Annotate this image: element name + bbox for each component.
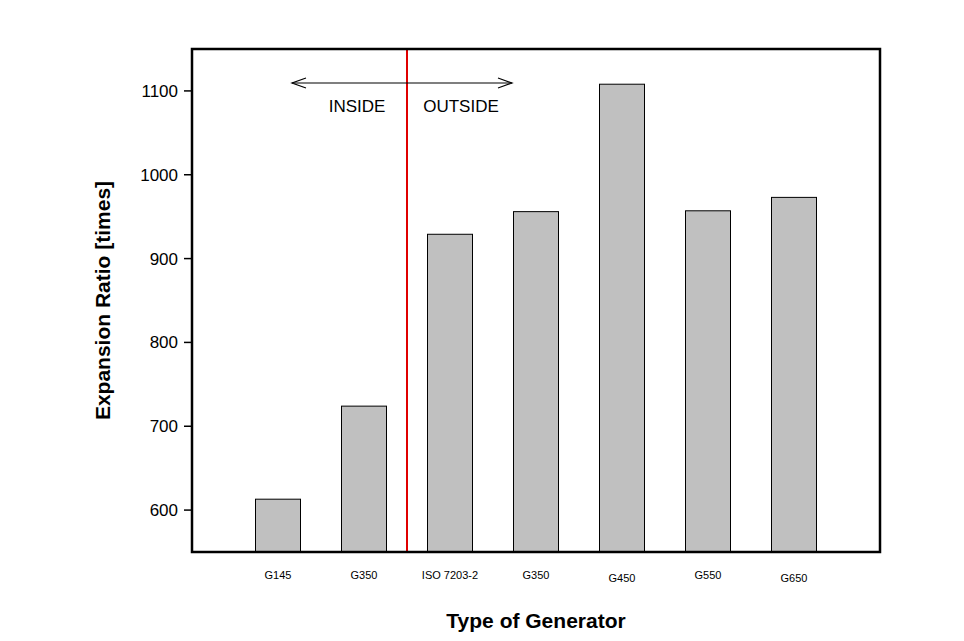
chart-container: 600 700 800 900 1000 1100 G145 G350 ISO 7203-2 G3… bbox=[0, 0, 964, 641]
bar bbox=[772, 197, 817, 552]
bars bbox=[256, 84, 817, 552]
bar bbox=[514, 212, 559, 552]
bar bbox=[256, 499, 301, 552]
x-tick-label: G350 bbox=[351, 569, 378, 581]
plot-frame bbox=[192, 49, 880, 552]
arrow-head bbox=[292, 78, 306, 88]
arrow bbox=[292, 82, 512, 83]
x-tick-label: G145 bbox=[265, 569, 292, 581]
x-axis-label: Type of Generator bbox=[446, 609, 625, 632]
annotation: OUTSIDE bbox=[423, 97, 499, 116]
divider-line bbox=[406, 49, 408, 552]
bar bbox=[686, 211, 731, 552]
x-tick-label: ISO 7203-2 bbox=[422, 569, 478, 581]
annotation: INSIDE bbox=[329, 97, 386, 116]
y-tick-label: 1100 bbox=[141, 82, 178, 101]
arrow-head bbox=[498, 78, 512, 88]
x-tick-label: G550 bbox=[695, 569, 722, 581]
y-axis-label: Expansion Ratio [times] bbox=[91, 181, 114, 420]
bar bbox=[342, 406, 387, 552]
y-tick-label: 700 bbox=[150, 417, 178, 436]
y-tick-label: 600 bbox=[150, 501, 178, 520]
bar bbox=[428, 234, 473, 552]
x-tick-label: G650 bbox=[781, 572, 808, 584]
y-tick-label: 900 bbox=[150, 250, 178, 269]
chart-svg: 600 700 800 900 1000 1100 G145 G350 ISO 7203-2 G3… bbox=[0, 0, 964, 641]
bar bbox=[600, 84, 645, 552]
y-tick-label: 1000 bbox=[140, 166, 178, 185]
x-tick-label: G350 bbox=[523, 569, 550, 581]
y-tick-label: 800 bbox=[150, 333, 178, 352]
x-tick-label: G450 bbox=[609, 572, 636, 584]
